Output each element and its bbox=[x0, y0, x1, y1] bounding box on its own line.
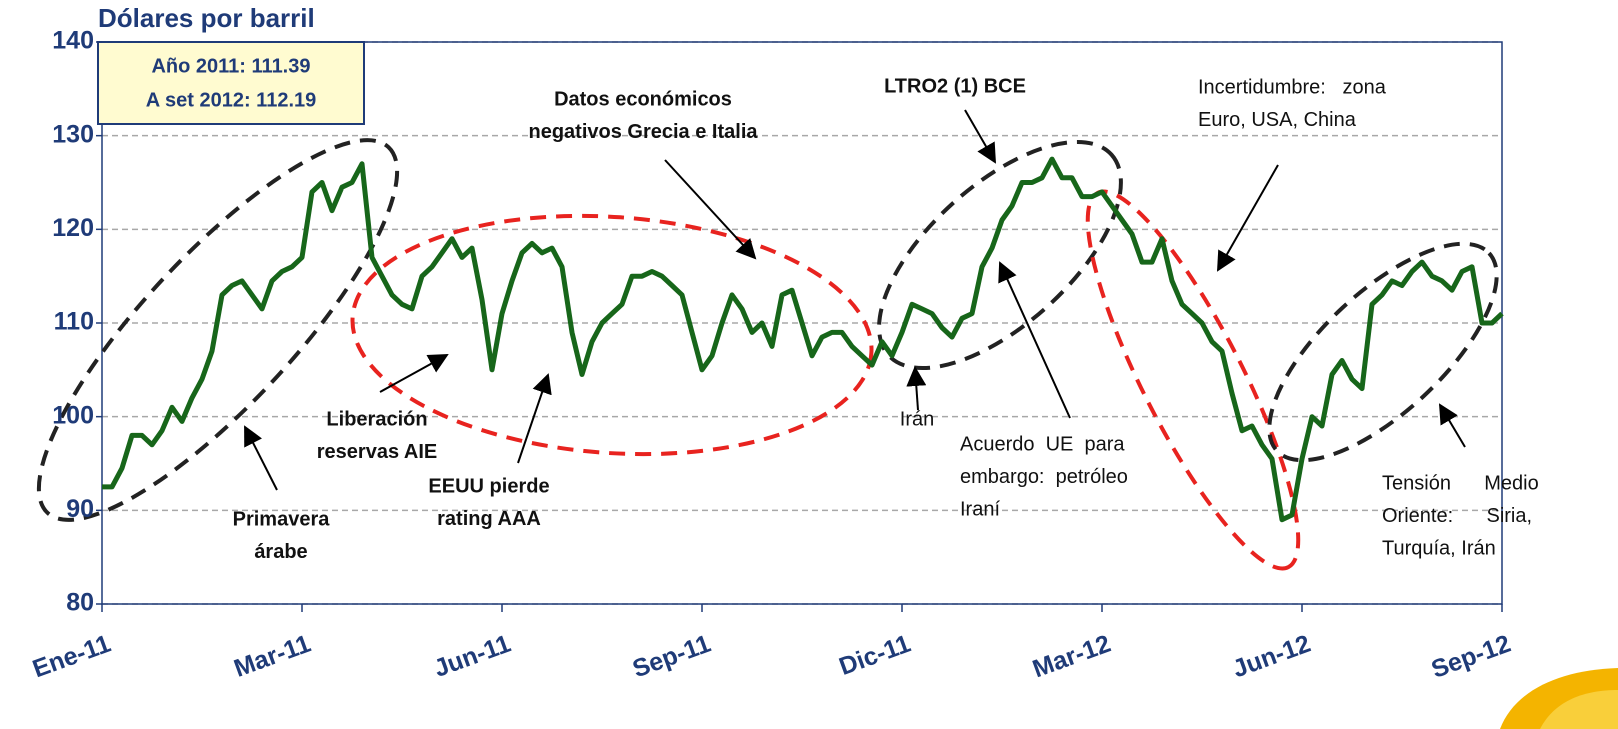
y-tick-label: 110 bbox=[54, 308, 94, 336]
arrow bbox=[517, 373, 552, 464]
arrow bbox=[244, 425, 278, 491]
arrow bbox=[664, 159, 757, 260]
annotation: Tensión Medio bbox=[1382, 472, 1539, 494]
arrow bbox=[379, 354, 449, 393]
info-text: A set 2012: 112.19 bbox=[146, 89, 317, 111]
annotation: reservas AIE bbox=[317, 441, 437, 463]
arrow bbox=[1438, 403, 1466, 448]
info-text: Año 2011: 111.39 bbox=[151, 55, 310, 77]
annotation: Acuerdo UE para bbox=[960, 433, 1125, 455]
x-tick-label: Mar-11 bbox=[230, 630, 314, 683]
y-tick-label: 120 bbox=[52, 214, 94, 242]
y-tick-label: 80 bbox=[66, 589, 94, 617]
y-tick-label: 130 bbox=[52, 120, 94, 148]
x-tick-label: Jun-11 bbox=[430, 630, 514, 683]
ellipse bbox=[877, 139, 1123, 371]
arrow bbox=[964, 109, 996, 164]
arrow bbox=[998, 261, 1071, 419]
annotation: embargo: petróleo bbox=[960, 466, 1128, 488]
annotation: Primavera bbox=[233, 508, 331, 530]
annotation: Euro, USA, China bbox=[1198, 109, 1357, 131]
annotation: rating AAA bbox=[437, 508, 541, 530]
annotation: Incertidumbre: zona bbox=[1198, 76, 1387, 98]
info-box bbox=[97, 41, 365, 125]
ellipse bbox=[36, 138, 400, 522]
annotation: árabe bbox=[254, 541, 307, 563]
x-tick-label: Sep-12 bbox=[1428, 630, 1515, 684]
annotation: Liberación bbox=[326, 408, 427, 430]
y-tick-label: 90 bbox=[66, 495, 94, 523]
annotation: LTRO2 (1) BCE bbox=[884, 75, 1026, 97]
ellipse bbox=[350, 213, 874, 457]
price-line bbox=[102, 156, 1504, 523]
arrow bbox=[906, 366, 927, 411]
ellipse bbox=[1085, 189, 1301, 571]
annotation: Iraní bbox=[960, 498, 1000, 520]
annotation-shapes bbox=[36, 109, 1499, 571]
x-tick-label: Mar-12 bbox=[1029, 630, 1114, 684]
ellipse bbox=[1267, 241, 1499, 463]
annotation: Irán bbox=[900, 408, 934, 430]
x-tick-label: Sep-11 bbox=[629, 630, 714, 684]
x-tick-label: Ene-11 bbox=[29, 630, 114, 684]
y-tick-label: 100 bbox=[52, 401, 94, 429]
x-tick-label: Jun-12 bbox=[1229, 630, 1314, 684]
annotation: Oriente: Siria, bbox=[1382, 505, 1532, 527]
annotation: Turquía, Irán bbox=[1382, 537, 1496, 559]
annotation: Datos económicos bbox=[554, 88, 732, 110]
x-tick-label: Dic-11 bbox=[836, 630, 915, 682]
y-axis-label: Dólares por barril bbox=[98, 3, 315, 33]
annotation: EEUU pierde bbox=[428, 475, 549, 497]
annotation: negativos Grecia e Italia bbox=[529, 121, 759, 143]
y-tick-label: 140 bbox=[52, 27, 94, 55]
corner-decoration bbox=[1540, 690, 1618, 729]
arrow bbox=[1217, 164, 1279, 272]
